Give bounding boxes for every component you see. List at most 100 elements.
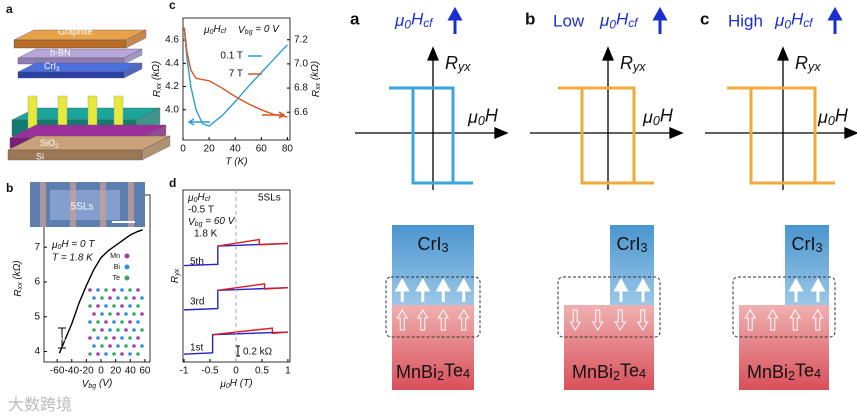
text-part: (kΩ) [12, 260, 23, 282]
y-axis-label: Rxx (kΩ) [12, 260, 24, 296]
panel-label: a [350, 9, 360, 28]
atom [88, 320, 92, 324]
text-part: 4 [639, 367, 646, 381]
text-part: H [411, 10, 424, 29]
block-label: MnBi2Te4 [747, 360, 821, 383]
text-part: MnBi [572, 362, 613, 382]
cri3-block [785, 225, 829, 305]
atom [112, 304, 116, 308]
atom [108, 296, 112, 300]
text-part: 2 [81, 92, 85, 99]
atom [108, 328, 112, 332]
legend-label: 0.1 T [220, 51, 243, 62]
spin-arrow [456, 277, 472, 302]
annotation: 1.8 K [194, 229, 218, 240]
text-part: yx [632, 60, 646, 74]
field-label: μ0Hcf [599, 10, 639, 32]
axis-label: Ryx [795, 53, 821, 74]
spin-arrow-hollow [569, 309, 582, 331]
text-part: 0 [653, 114, 660, 128]
x-axis-label: Vbg (V) [82, 378, 113, 390]
interface-box [732, 276, 836, 338]
legend-dot [124, 275, 130, 281]
axis-label: μ0H [817, 105, 849, 128]
atom [96, 336, 100, 340]
text-part: V [82, 379, 90, 390]
atom [112, 336, 116, 340]
text-part: CrI [791, 234, 815, 254]
spin-arrow [415, 277, 431, 302]
text-part: R [445, 53, 458, 73]
panel-label: d [169, 176, 176, 190]
atom [116, 296, 120, 300]
block-label: CrI3 [417, 234, 448, 255]
y2-axis-label: Rxx (kΩ) [310, 61, 322, 97]
x-tick-label: 1 [285, 366, 291, 377]
layer-label: Graphite [58, 26, 93, 36]
panel-label: a [6, 2, 13, 16]
y-axis-label: Rxx (kΩ) [151, 61, 163, 97]
text-part: 4 [463, 367, 470, 381]
text-part: 3 [640, 241, 647, 255]
x-tick-label: -40 [65, 366, 80, 377]
spin-arrow-hollow [437, 309, 450, 331]
layer-end [125, 29, 147, 49]
x-tick-label: -0.5 [201, 366, 219, 377]
text-part: 4 [814, 367, 821, 381]
legend-label: 7 T [229, 69, 243, 80]
inset-electrode [100, 182, 106, 227]
atom [124, 328, 128, 332]
x-tick-label: 60 [256, 144, 268, 155]
text-part: MnBi [747, 362, 788, 382]
text-part: yx [457, 60, 471, 74]
data-line [184, 331, 288, 355]
spin-arrow [788, 277, 804, 302]
atom [140, 296, 144, 300]
data-line [183, 28, 288, 127]
annotation: -0.5 T [188, 205, 214, 216]
text-part: H [835, 105, 849, 125]
legend-dot [124, 253, 130, 259]
y-tick-label: 4.6 [165, 35, 179, 46]
atom [96, 304, 100, 308]
layer-label: h-BN [50, 47, 71, 57]
x-tick-label: -60 [50, 366, 65, 377]
field-level: High [728, 11, 763, 30]
text-part: μ [774, 11, 785, 30]
interface-box [557, 276, 661, 338]
y2-tick-label: 7.2 [294, 34, 308, 45]
atom [112, 320, 116, 324]
atom [132, 312, 136, 316]
text-part: 0 [609, 18, 616, 32]
y-axis [777, 46, 789, 190]
layer-top [7, 135, 171, 151]
text-part: 0 [404, 18, 411, 32]
data-line [212, 327, 288, 336]
text-part: R [620, 53, 633, 73]
x-tick-label: 20 [204, 144, 216, 155]
text-part: H = 0 T [61, 239, 95, 250]
plot-frame [182, 17, 291, 141]
x-tick-label: 20 [110, 366, 122, 377]
atom [104, 304, 108, 308]
atom [120, 288, 124, 292]
atom [140, 344, 144, 348]
atom [136, 352, 140, 356]
atom [100, 312, 104, 316]
data-line [183, 27, 288, 118]
spin-arrow [810, 277, 826, 302]
atom [96, 352, 100, 356]
field-level: Low [553, 11, 585, 30]
text-part: μ [203, 25, 210, 36]
atom [104, 288, 108, 292]
y-axis [427, 46, 439, 190]
atom [88, 304, 92, 308]
text-part: 0 [226, 383, 230, 390]
text-part: μ [599, 11, 610, 30]
text-part: 0 [209, 29, 213, 36]
text-part: μ [642, 107, 653, 127]
text-part: bg [245, 29, 253, 36]
legend-dot [124, 264, 130, 270]
x-tick-label: 60 [139, 366, 151, 377]
text-part: μ [394, 11, 405, 30]
